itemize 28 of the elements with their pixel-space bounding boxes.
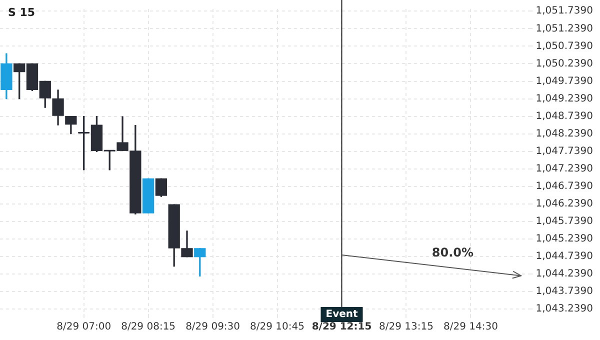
x-tick-label: 8/29 09:30 [186, 322, 240, 333]
y-tick-label: 1,050.7390 [536, 40, 594, 52]
x-tick-label: 8/29 13:15 [379, 322, 434, 333]
y-tick-label: 1,047.7390 [536, 146, 594, 157]
y-tick-label: 1,043.7390 [536, 286, 594, 298]
x-tick-label: 8/29 12:15 [312, 322, 372, 333]
y-tick-label: 1,047.2390 [536, 163, 594, 174]
y-tick-label: 1,049.2390 [536, 93, 594, 104]
x-tick-label: 8/29 14:30 [443, 322, 498, 333]
y-tick-label: 1,050.2390 [536, 58, 594, 70]
y-tick-label: 1,043.2390 [536, 304, 594, 315]
ref-line-label: Event [326, 309, 358, 320]
y-tick-label: 1,045.7390 [536, 216, 594, 228]
y-tick-label: 1,051.2390 [536, 23, 594, 34]
y-tick-label: 1,044.7390 [536, 251, 594, 262]
y-tick-label: 1,048.7390 [536, 110, 594, 122]
x-tick-label: 8/29 07:00 [56, 322, 112, 333]
y-tick-label: 1,048.2390 [536, 128, 594, 140]
y-tick-label: 1,046.7390 [536, 181, 594, 192]
y-tick-label: 1,049.7390 [536, 76, 594, 87]
y-tick-label: 1,046.2390 [536, 198, 594, 210]
x-tick-label: 8/29 10:45 [250, 322, 304, 333]
y-tick-label: 1,051.7390 [536, 6, 594, 17]
y-tick-label: 1,044.2390 [536, 268, 594, 280]
annotation: 80.0% [432, 246, 474, 260]
x-tick-label: 8/29 08:15 [121, 322, 176, 333]
y-tick-label: 1,045.2390 [536, 234, 594, 245]
chart-title: S 15 [8, 6, 36, 19]
